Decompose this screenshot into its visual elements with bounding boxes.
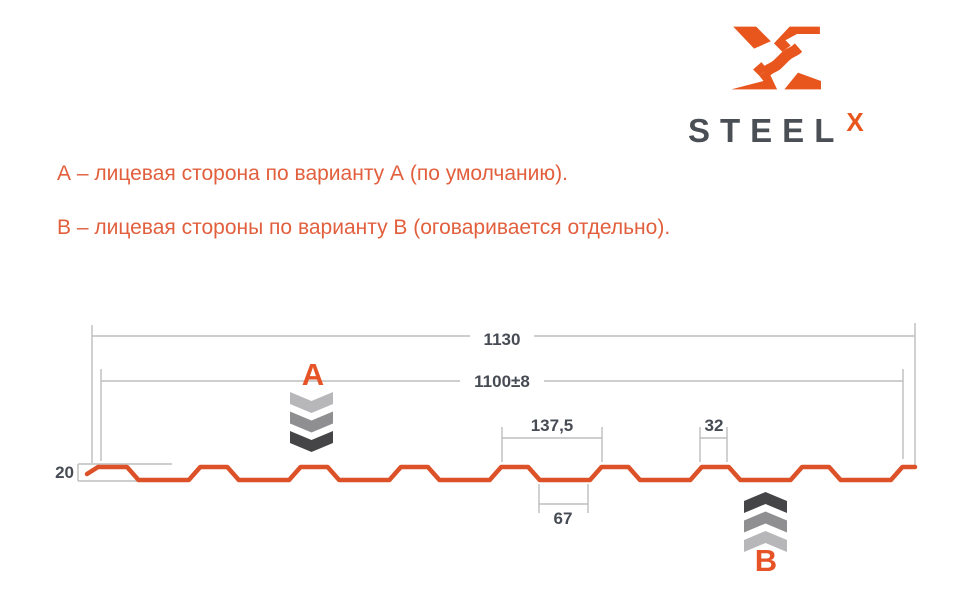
note-line-variant-b: В – лицевая стороны по варианту В (огова… (57, 216, 671, 239)
logo-top-right-stroke (773, 26, 820, 52)
logo-middle-s-stroke (761, 43, 803, 77)
dim-valley-width-label: 67 (553, 509, 573, 528)
dim-working-width-label: 1100±8 (460, 372, 544, 392)
steelx-logo-mark-icon (728, 26, 822, 90)
dim-rib-top-label: 32 (704, 416, 724, 435)
brand-wordmark: STEELX (688, 107, 928, 150)
side-a-label: A (301, 357, 325, 392)
profile-line (84, 464, 918, 483)
logo-top-left-stroke (733, 26, 771, 49)
dimension-lines (77, 323, 916, 513)
brand-suffix-x: X (846, 107, 864, 137)
chevrons-down-icon (290, 392, 333, 452)
dim-rib-pitch-label: 137,5 (530, 416, 574, 435)
dim-profile-height-label: 20 (55, 463, 74, 482)
dim-total-width-label: 1130 (470, 330, 534, 350)
side-b-label: B (754, 543, 778, 578)
note-line-variant-a: А – лицевая сторона по варианту А (по ум… (57, 162, 568, 185)
logo-bottom-left-hook (753, 62, 768, 76)
logo-bottom-left-stroke (731, 69, 778, 90)
logo-bottom-right-stroke (784, 72, 821, 90)
chevrons-up-icon (744, 492, 787, 552)
brand-text: STEEL (688, 112, 845, 149)
